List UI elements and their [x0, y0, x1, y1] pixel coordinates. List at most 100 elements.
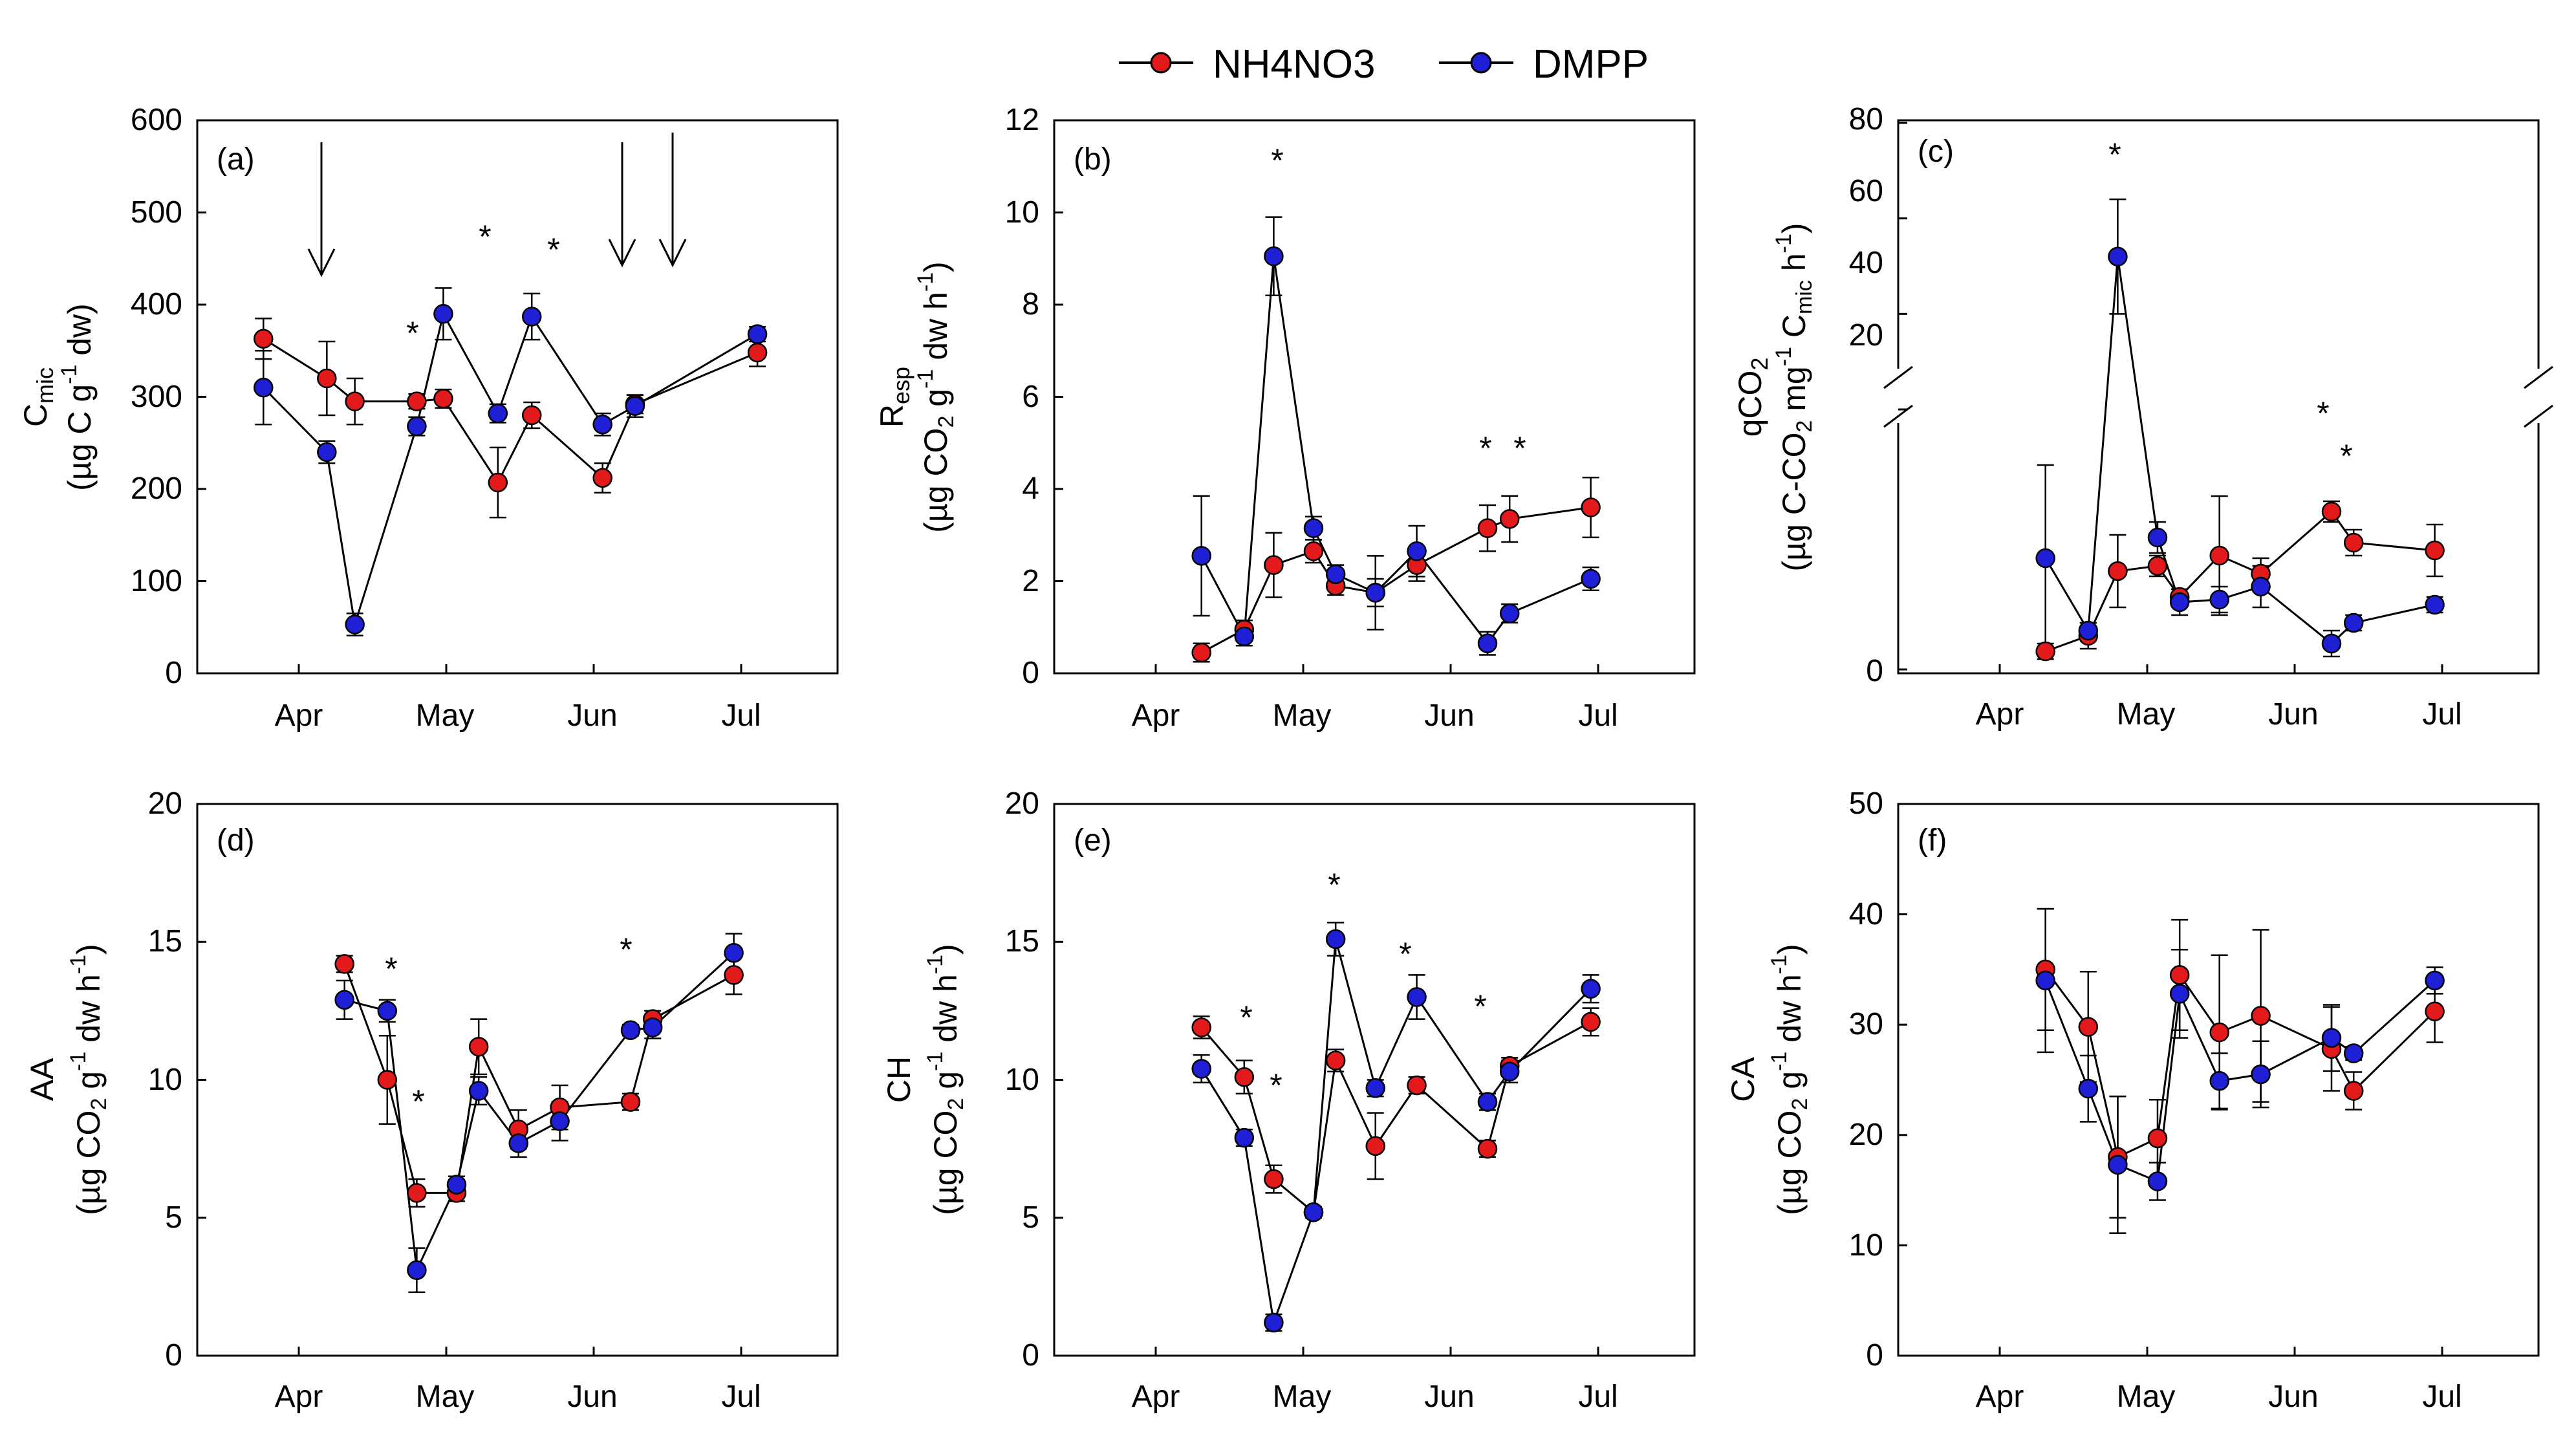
- panel-a-ytick-1: 100: [131, 564, 182, 598]
- panel-c-xtick-may: May: [2117, 697, 2176, 732]
- data-point-dmpp: [2035, 548, 2055, 569]
- panel-e-ytick-0: 0: [1022, 1338, 1039, 1372]
- panel-c-xtick-jun: Jun: [2268, 697, 2318, 732]
- data-point-nh4no3: [2108, 561, 2128, 581]
- panel-a-sig-star: *: [406, 315, 418, 351]
- data-point-dmpp: [1407, 541, 1427, 561]
- data-point-nh4no3: [1325, 1050, 1346, 1070]
- data-point-nh4no3: [1191, 1017, 1211, 1037]
- panel-a-frame: [196, 119, 839, 675]
- panel-e-label: (e): [1074, 823, 1112, 858]
- data-point-dmpp: [1477, 633, 1498, 653]
- data-point-dmpp: [2251, 1064, 2271, 1085]
- data-point-dmpp: [1234, 626, 1255, 647]
- panel-d-sig-star: *: [620, 931, 632, 968]
- panel-c: (c) 0 20 40 60 80 Apr May Jun Jul qCO2 (…: [1732, 102, 2553, 732]
- panel-d-xtick-may: May: [416, 1380, 475, 1414]
- panel-a-arrows: [307, 133, 687, 277]
- data-point-dmpp: [2147, 1171, 2168, 1191]
- data-point-dmpp: [2321, 1028, 2342, 1048]
- legend-label-nh4no3: NH4NO3: [1213, 42, 1376, 87]
- svg-text:(µg CO2 g-1 dw h-1): (µg CO2 g-1 dw h-1): [923, 944, 968, 1215]
- data-point-nh4no3: [2425, 540, 2445, 561]
- series-line-dmpp: [344, 952, 735, 1274]
- data-point-dmpp: [747, 324, 768, 344]
- panel-a-plot: [197, 119, 768, 675]
- data-point-dmpp: [2343, 1043, 2364, 1063]
- panel-d-xtick-jul: Jul: [721, 1380, 761, 1414]
- data-point-nh4no3: [1303, 541, 1324, 561]
- data-point-nh4no3: [1581, 1012, 1601, 1032]
- panel-b-x-ticks: Apr May Jun Jul: [1132, 699, 1618, 733]
- panel-d-frame: [196, 803, 839, 1357]
- panel-f-ytick-2: 20: [1849, 1118, 1883, 1152]
- panel-c-plot: [1898, 122, 2445, 673]
- panel-a-y-ticks: 0 100 200 300 400 500 600: [131, 103, 182, 690]
- data-point-dmpp: [1499, 1061, 1520, 1081]
- panel-a-annotations: * * *: [406, 219, 559, 351]
- panel-e-ytick-3: 15: [1005, 924, 1039, 959]
- panel-e-xtick-jul: Jul: [1578, 1380, 1618, 1414]
- data-point-nh4no3: [2147, 1128, 2168, 1149]
- series-line-dmpp: [2044, 979, 2436, 1183]
- panel-d-ytick-2: 10: [148, 1063, 182, 1097]
- panel-a-ytick-0: 0: [165, 656, 182, 690]
- panel-f-ylabel: CA (µg CO2 g-1 dw h-1): [1725, 944, 1812, 1215]
- svg-text:AA: AA: [24, 1058, 60, 1101]
- panel-e-ylabel: CH (µg CO2 g-1 dw h-1): [881, 944, 968, 1215]
- panel-c-sig-star: *: [2317, 395, 2329, 431]
- svg-text:(µg C g-1 dw): (µg C g-1 dw): [57, 303, 98, 491]
- series-line-nh4no3: [1200, 506, 1591, 654]
- svg-text:(µg CO2 g-1 dw h-1): (µg CO2 g-1 dw h-1): [66, 944, 111, 1215]
- data-point-nh4no3: [1234, 1067, 1255, 1087]
- series-line-nh4no3: [263, 338, 758, 485]
- data-point-nh4no3: [2343, 532, 2364, 553]
- data-point-dmpp: [1581, 569, 1601, 589]
- panel-d: (d) 0 5 10 15 20 Apr May Jun Jul AA (µg …: [24, 787, 839, 1414]
- data-point-dmpp: [1191, 1059, 1211, 1079]
- arrow-down-icon: [658, 133, 687, 268]
- series-line-dmpp: [1200, 255, 1592, 645]
- panel-a-ytick-2: 200: [131, 472, 182, 506]
- data-point-nh4no3: [334, 954, 354, 974]
- data-point-dmpp: [1499, 603, 1520, 624]
- panel-b-annotations: * * *: [1271, 142, 1526, 466]
- data-point-nh4no3: [2209, 1022, 2229, 1043]
- svg-text:Cmic: Cmic: [17, 367, 58, 427]
- data-point-nh4no3: [433, 389, 453, 409]
- panel-c-axis-break: [1883, 365, 2553, 428]
- panel-f-xtick-may: May: [2117, 1380, 2176, 1414]
- panel-a-xtick-apr: Apr: [275, 699, 323, 733]
- panel-d-ytick-0: 0: [165, 1338, 182, 1372]
- data-point-nh4no3: [254, 329, 274, 349]
- panel-f-y-ticks: 0 10 20 30 40 50: [1849, 787, 1883, 1372]
- panel-a-ylabel: Cmic (µg C g-1 dw): [17, 303, 98, 491]
- panel-e: (e) 0 5 10 15 20 Apr May Jun Jul CH (µg …: [881, 787, 1696, 1414]
- panel-a-ytick-6: 600: [131, 103, 182, 137]
- data-point-dmpp: [334, 990, 354, 1010]
- panel-c-ytick-0: 0: [1866, 654, 1883, 688]
- series-line-dmpp: [2044, 256, 2435, 645]
- axis-break-right-mark: [2524, 404, 2553, 428]
- data-point-dmpp: [2078, 620, 2099, 641]
- data-point-dmpp: [407, 416, 427, 437]
- panel-b-ytick-2: 4: [1022, 472, 1039, 506]
- arrow-down-icon: [307, 142, 336, 277]
- panel-b-xtick-may: May: [1273, 699, 1332, 733]
- series-line-nh4no3: [1200, 1021, 1592, 1215]
- panel-b-ylabel: Resp (µg CO2 g-1 dw h-1): [874, 261, 958, 532]
- data-point-nh4no3: [521, 405, 542, 426]
- panel-b-plot: [1054, 119, 1601, 675]
- panel-f-ytick-1: 10: [1849, 1228, 1883, 1263]
- panel-d-y-ticks: 0 5 10 15 20: [148, 787, 182, 1372]
- panel-d-ylabel: AA (µg CO2 g-1 dw h-1): [24, 944, 111, 1215]
- panel-c-annotations: * * *: [2108, 136, 2352, 474]
- panel-d-label: (d): [217, 823, 255, 858]
- legend-marker-nh4no3: [1150, 52, 1172, 74]
- panel-b-ytick-0: 0: [1022, 656, 1039, 690]
- panel-d-ytick-4: 20: [148, 787, 182, 821]
- panel-a-ytick-3: 300: [131, 380, 182, 414]
- panel-e-ytick-1: 5: [1022, 1200, 1039, 1235]
- data-point-nh4no3: [2169, 965, 2190, 985]
- data-point-dmpp: [550, 1111, 570, 1131]
